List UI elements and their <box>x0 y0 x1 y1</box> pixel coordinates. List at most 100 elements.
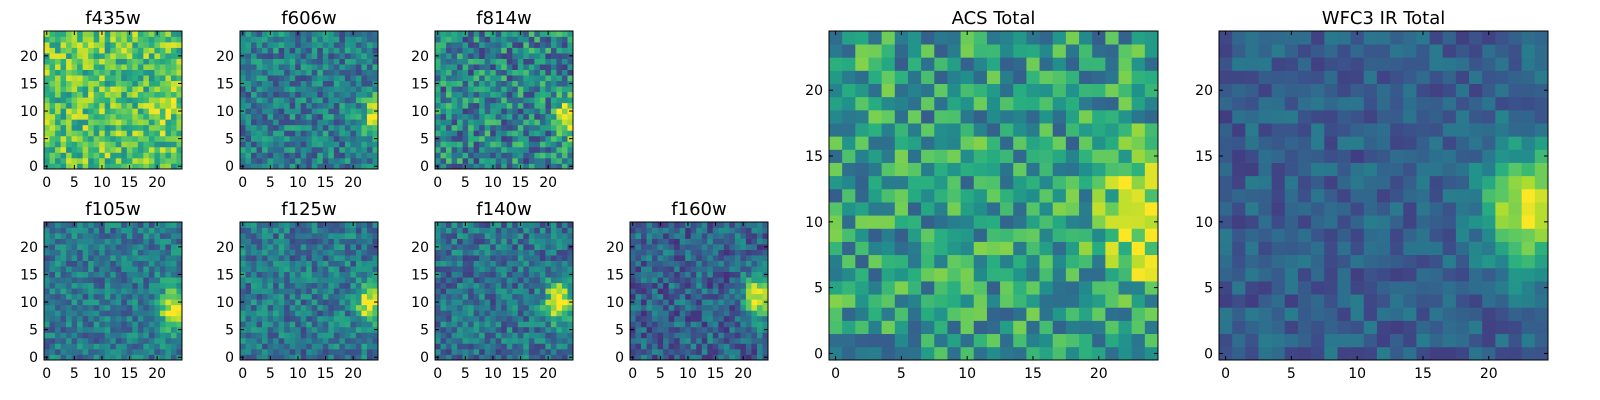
heatmap-cell <box>751 293 758 300</box>
heatmap-cell <box>556 69 563 76</box>
heatmap-cell <box>457 69 463 76</box>
x-tick-label: 20 <box>734 366 752 382</box>
heatmap-cell <box>300 113 307 120</box>
heatmap-cell <box>355 244 362 250</box>
heatmap-cell <box>289 69 296 76</box>
heatmap-cell <box>311 152 318 159</box>
heatmap-cell <box>88 108 95 115</box>
heatmap-cell <box>495 326 502 333</box>
heatmap-cell <box>1144 307 1159 321</box>
heatmap-cell <box>534 91 541 98</box>
heatmap-cell <box>176 86 183 93</box>
y-tick-label: 10 <box>20 104 38 120</box>
heatmap-cell <box>545 326 552 333</box>
heatmap-cell <box>462 249 469 256</box>
heatmap-cell <box>355 163 362 170</box>
heatmap-cell <box>366 102 373 109</box>
heatmap-cell <box>556 157 563 164</box>
heatmap-cell <box>1065 267 1080 282</box>
heatmap-cell <box>740 288 747 295</box>
heatmap-cell <box>934 254 948 269</box>
heatmap-cell <box>170 288 177 295</box>
heatmap-cell <box>126 244 133 250</box>
heatmap-cell <box>440 80 447 87</box>
heatmap-cell <box>361 80 368 87</box>
heatmap-cell <box>550 255 557 261</box>
heatmap-cell <box>462 130 469 137</box>
heatmap-cell <box>674 354 681 361</box>
heatmap-cell <box>457 348 463 355</box>
heatmap-cell <box>154 97 161 104</box>
heatmap-cell <box>350 53 357 59</box>
heatmap-cell <box>44 266 50 273</box>
heatmap-cell <box>328 293 335 300</box>
heatmap-cell <box>295 304 302 311</box>
heatmap-cell <box>745 304 752 311</box>
heatmap-cell <box>457 146 463 153</box>
heatmap-cell <box>457 47 463 54</box>
heatmap-cell <box>49 321 56 328</box>
heatmap-cell <box>545 315 552 322</box>
heatmap-cell <box>115 42 122 48</box>
heatmap-cell <box>1131 215 1146 229</box>
heatmap-cell <box>545 282 552 289</box>
heatmap-cell <box>289 152 296 159</box>
heatmap-cell <box>539 152 546 159</box>
heatmap-cell <box>66 163 72 170</box>
heatmap-cell <box>306 135 313 142</box>
heatmap-cell <box>55 326 61 333</box>
heatmap-cell <box>317 249 324 256</box>
heatmap-cell <box>751 332 758 339</box>
heatmap-cell <box>361 238 368 245</box>
heatmap-cell <box>55 337 61 344</box>
heatmap-cell <box>300 102 307 109</box>
heatmap-cell <box>93 152 100 159</box>
heatmap-cell <box>534 75 541 82</box>
heatmap-cell <box>690 337 697 344</box>
heatmap-cell <box>251 326 257 333</box>
heatmap-cell <box>240 293 246 300</box>
heatmap-cell <box>484 47 491 54</box>
heatmap-cell <box>440 163 447 170</box>
heatmap-cell <box>311 233 318 239</box>
heatmap-cell <box>986 346 1001 361</box>
heatmap-cell <box>170 260 177 267</box>
heatmap-cell <box>55 58 61 65</box>
heatmap-cell <box>322 260 329 267</box>
heatmap-cell <box>907 228 922 242</box>
heatmap-cell <box>355 238 362 245</box>
heatmap-cell <box>690 277 697 284</box>
heatmap-cell <box>148 119 155 126</box>
heatmap-cell <box>701 255 708 261</box>
heatmap-cell <box>350 42 357 48</box>
heatmap-cell <box>740 277 747 284</box>
heatmap-cell <box>506 102 513 109</box>
heatmap-cell <box>707 304 714 311</box>
heatmap-cell <box>550 238 557 245</box>
heatmap-cell <box>712 337 719 344</box>
heatmap-cell <box>126 260 133 267</box>
heatmap-cell <box>71 288 78 295</box>
heatmap-cell <box>539 233 546 239</box>
heatmap-cell <box>490 86 497 93</box>
heatmap-cell <box>440 343 447 350</box>
heatmap-cell <box>284 260 291 267</box>
heatmap-cell <box>82 332 89 339</box>
heatmap-cell <box>762 315 769 322</box>
heatmap-cell <box>451 31 458 37</box>
heatmap-cell <box>495 152 502 159</box>
heatmap-cell <box>545 260 552 267</box>
heatmap-cell <box>567 130 574 137</box>
heatmap-cell <box>462 321 469 328</box>
heatmap-cell <box>756 315 763 322</box>
heatmap-cell <box>71 124 78 131</box>
heatmap-cell <box>344 146 351 153</box>
heatmap-cell <box>718 299 725 306</box>
heatmap-cell <box>756 321 763 328</box>
heatmap-cell <box>495 244 502 250</box>
heatmap-cell <box>484 315 491 322</box>
heatmap-cell <box>306 113 313 120</box>
heatmap-cell <box>372 315 379 322</box>
heatmap-cell <box>159 266 166 273</box>
heatmap-cell <box>88 141 95 148</box>
